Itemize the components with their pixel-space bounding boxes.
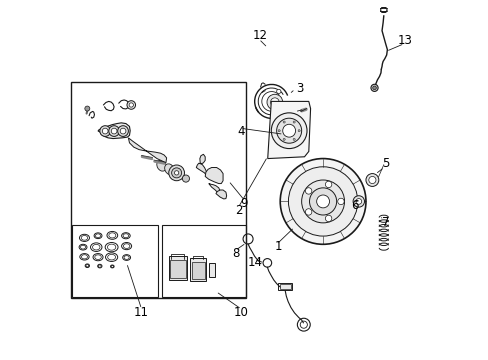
Circle shape [316, 195, 329, 208]
Circle shape [301, 180, 344, 223]
Circle shape [84, 106, 90, 111]
Circle shape [278, 130, 280, 132]
Polygon shape [205, 167, 223, 184]
Circle shape [108, 126, 119, 136]
Circle shape [283, 138, 285, 140]
Text: 6: 6 [351, 198, 358, 212]
Circle shape [266, 94, 282, 110]
Circle shape [280, 158, 365, 244]
Circle shape [171, 168, 181, 178]
Circle shape [337, 198, 344, 204]
Circle shape [182, 175, 189, 182]
Bar [71, 82, 246, 298]
Text: 7: 7 [381, 216, 388, 229]
Text: 2: 2 [235, 204, 243, 217]
Bar [72, 225, 158, 297]
Circle shape [118, 126, 128, 136]
Circle shape [325, 181, 331, 188]
Bar [170, 260, 185, 278]
Circle shape [292, 138, 295, 140]
Circle shape [365, 174, 378, 186]
Circle shape [355, 199, 361, 204]
Circle shape [309, 188, 336, 215]
Circle shape [325, 215, 331, 222]
Bar [208, 263, 215, 277]
Bar [162, 225, 246, 297]
Ellipse shape [157, 160, 166, 171]
Circle shape [298, 130, 300, 132]
Circle shape [368, 176, 375, 184]
Circle shape [282, 124, 295, 137]
Circle shape [111, 128, 117, 134]
Text: 8: 8 [231, 247, 239, 260]
Text: 12: 12 [253, 29, 267, 42]
Circle shape [276, 118, 301, 143]
Circle shape [102, 128, 108, 134]
Polygon shape [128, 138, 166, 163]
Text: 1: 1 [274, 240, 282, 253]
Circle shape [271, 113, 306, 149]
Polygon shape [98, 123, 130, 139]
Circle shape [127, 101, 135, 109]
Circle shape [270, 98, 279, 107]
Bar [168, 256, 187, 280]
Polygon shape [208, 184, 220, 194]
Circle shape [305, 209, 311, 215]
Bar [278, 283, 291, 290]
Text: 3: 3 [296, 82, 303, 95]
Circle shape [120, 128, 125, 134]
Circle shape [100, 126, 110, 136]
Circle shape [283, 121, 285, 123]
Circle shape [276, 89, 281, 94]
Circle shape [288, 167, 357, 236]
Text: 9: 9 [240, 197, 248, 210]
Circle shape [174, 171, 179, 175]
Text: 11: 11 [133, 306, 148, 319]
Ellipse shape [164, 164, 174, 175]
Polygon shape [216, 190, 226, 199]
Circle shape [305, 188, 311, 194]
Circle shape [129, 103, 133, 107]
Text: 14: 14 [247, 256, 262, 269]
Circle shape [352, 196, 364, 207]
Circle shape [372, 86, 376, 90]
Text: 10: 10 [233, 306, 248, 319]
Circle shape [292, 121, 295, 123]
Circle shape [370, 84, 377, 91]
Bar [190, 257, 206, 281]
Polygon shape [267, 102, 310, 158]
Text: 5: 5 [381, 157, 388, 170]
Polygon shape [196, 154, 206, 175]
Bar [279, 284, 290, 289]
Circle shape [168, 165, 184, 181]
Text: 13: 13 [397, 34, 412, 47]
Bar [191, 262, 204, 279]
Text: 4: 4 [237, 125, 244, 138]
